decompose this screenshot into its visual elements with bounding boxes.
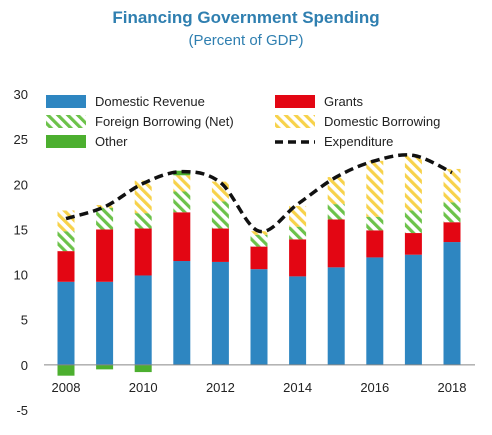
bar-domestic-revenue-2013 — [250, 269, 268, 365]
bar-domestic-revenue-2016 — [366, 257, 384, 365]
bar-grants-2009 — [96, 229, 114, 282]
y-tick-label: 25 — [14, 132, 28, 147]
bar-domestic-revenue-2011 — [173, 261, 191, 365]
x-tick-label: 2008 — [52, 380, 81, 395]
bar-other-2008 — [57, 364, 75, 376]
bar-domestic-revenue-2008 — [57, 281, 75, 365]
bar-grants-2013 — [250, 246, 268, 270]
bar-domestic-borrowing-2011 — [173, 175, 191, 192]
bar-foreign-borrowing-net-2012 — [211, 201, 229, 229]
legend-swatch-domestic-revenue — [46, 95, 86, 108]
bar-domestic-revenue-2017 — [404, 254, 422, 365]
chart-title: Financing Government Spending — [112, 8, 380, 27]
bar-domestic-revenue-2012 — [211, 261, 229, 365]
y-tick-label: 10 — [14, 268, 28, 283]
bar-foreign-borrowing-net-2010 — [134, 213, 152, 229]
chart-subtitle: (Percent of GDP) — [188, 32, 304, 49]
legend-label-other: Other — [95, 134, 128, 149]
bar-foreign-borrowing-net-2018 — [443, 202, 461, 223]
x-tick-label: 2018 — [438, 380, 467, 395]
bar-domestic-borrowing-2015 — [327, 177, 345, 205]
bar-grants-2017 — [404, 233, 422, 255]
bar-grants-2015 — [327, 219, 345, 268]
legend-label-foreign-borrowing-net: Foreign Borrowing (Net) — [95, 114, 234, 129]
y-tick-label: 20 — [14, 177, 28, 192]
x-tick-label: 2016 — [360, 380, 389, 395]
bar-foreign-borrowing-net-2013 — [250, 234, 268, 247]
y-tick-label: -5 — [16, 403, 28, 418]
legend-swatch-foreign-borrowing-net — [46, 115, 86, 128]
bar-foreign-borrowing-net-2017 — [404, 210, 422, 234]
legend-swatch-other — [46, 135, 86, 148]
bar-foreign-borrowing-net-2014 — [289, 226, 307, 240]
bar-grants-2016 — [366, 230, 384, 258]
bar-grants-2014 — [289, 239, 307, 277]
bar-domestic-revenue-2018 — [443, 242, 461, 365]
legend-label-expenditure: Expenditure — [324, 134, 393, 149]
legend-swatch-domestic-borrowing — [275, 115, 315, 128]
bar-foreign-borrowing-net-2008 — [57, 231, 75, 252]
y-tick-label: 30 — [14, 87, 28, 102]
legend-label-domestic-revenue: Domestic Revenue — [95, 94, 205, 109]
bar-grants-2010 — [134, 228, 152, 276]
bar-foreign-borrowing-net-2011 — [173, 191, 191, 213]
bar-domestic-borrowing-2009 — [96, 205, 114, 208]
line-expenditure — [65, 153, 453, 234]
bar-domestic-revenue-2010 — [134, 275, 152, 365]
bar-grants-2008 — [57, 251, 75, 282]
bar-domestic-borrowing-2018 — [443, 168, 461, 203]
legend-label-grants: Grants — [324, 94, 364, 109]
bar-foreign-borrowing-net-2009 — [96, 207, 114, 230]
bar-grants-2011 — [173, 212, 191, 262]
bar-grants-2018 — [443, 222, 461, 243]
y-tick-label: 5 — [21, 313, 28, 328]
x-tick-label: 2010 — [129, 380, 158, 395]
bar-domestic-borrowing-2014 — [289, 205, 307, 227]
bar-other-2009 — [96, 364, 114, 370]
x-tick-label: 2014 — [283, 380, 312, 395]
y-tick-label: 0 — [21, 358, 28, 373]
bar-domestic-borrowing-2017 — [404, 154, 422, 211]
bar-domestic-revenue-2009 — [96, 281, 114, 365]
legend-label-domestic-borrowing: Domestic Borrowing — [324, 114, 440, 129]
bar-domestic-borrowing-2016 — [366, 160, 384, 217]
bar-grants-2012 — [211, 228, 229, 262]
bar-foreign-borrowing-net-2015 — [327, 204, 345, 220]
y-tick-label: 15 — [14, 222, 28, 237]
bar-domestic-borrowing-2008 — [57, 210, 75, 232]
bar-domestic-borrowing-2010 — [134, 180, 152, 214]
bar-domestic-revenue-2014 — [289, 276, 307, 365]
bar-foreign-borrowing-net-2016 — [366, 216, 384, 231]
bar-other-2010 — [134, 364, 152, 373]
bar-domestic-revenue-2015 — [327, 267, 345, 365]
x-tick-label: 2012 — [206, 380, 235, 395]
legend-swatch-grants — [275, 95, 315, 108]
